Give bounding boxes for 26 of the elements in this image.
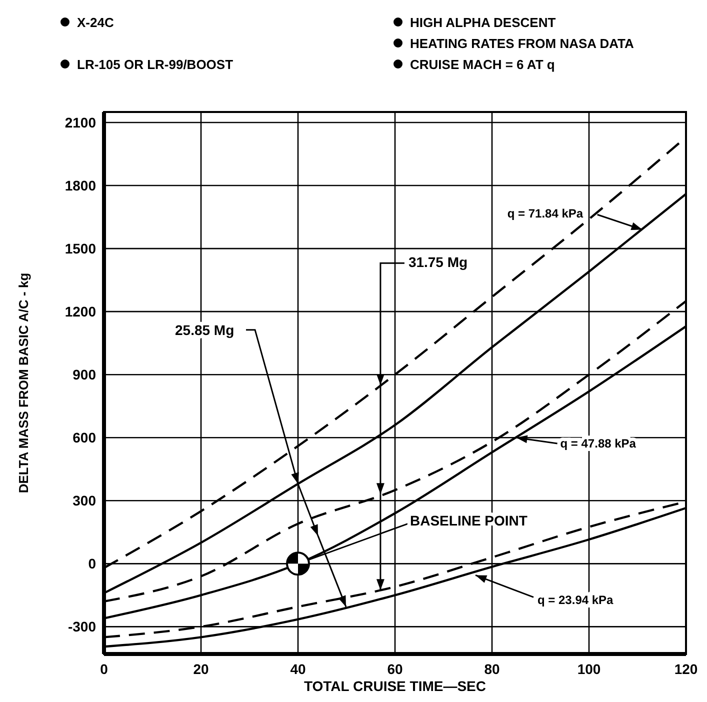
text: HEATING RATES FROM NASA DATA bbox=[410, 36, 634, 51]
x-tick-label: 80 bbox=[484, 661, 500, 677]
text: LR-105 OR LR-99/BOOST bbox=[77, 57, 234, 72]
x-tick-label: 100 bbox=[577, 661, 601, 677]
y-tick-label: 2100 bbox=[64, 114, 96, 131]
x-tick-label: 120 bbox=[674, 661, 698, 677]
annotation: q = 23.94 kPa bbox=[538, 593, 614, 608]
y-tick-label: 1200 bbox=[64, 304, 96, 320]
y-tick-label: -300 bbox=[68, 618, 96, 635]
text: X-24C bbox=[77, 15, 114, 30]
y-tick-label: 900 bbox=[72, 366, 96, 383]
x-tick-label: 60 bbox=[387, 661, 403, 677]
y-tick-label: 600 bbox=[72, 430, 96, 446]
x-tick-label: 0 bbox=[100, 661, 108, 677]
annotation: 31.75 Mg bbox=[408, 254, 468, 270]
y-tick-label: 1500 bbox=[64, 240, 96, 257]
x-tick-label: 40 bbox=[290, 661, 306, 677]
y-tick-label: 0 bbox=[88, 556, 96, 572]
text: CRUISE MACH = 6 AT q bbox=[410, 57, 555, 72]
text: HIGH ALPHA DESCENT bbox=[410, 15, 556, 30]
x-tick-label: 20 bbox=[193, 661, 209, 677]
x-axis-title: TOTAL CRUISE TIME—SEC bbox=[304, 678, 486, 694]
y-tick-label: 300 bbox=[72, 492, 96, 509]
annotation: q = 71.84 kPa bbox=[507, 206, 584, 221]
y-axis-title: DELTA MASS FROM BASIC A/C - kg bbox=[16, 272, 31, 494]
y-tick-label: 1800 bbox=[64, 178, 96, 194]
